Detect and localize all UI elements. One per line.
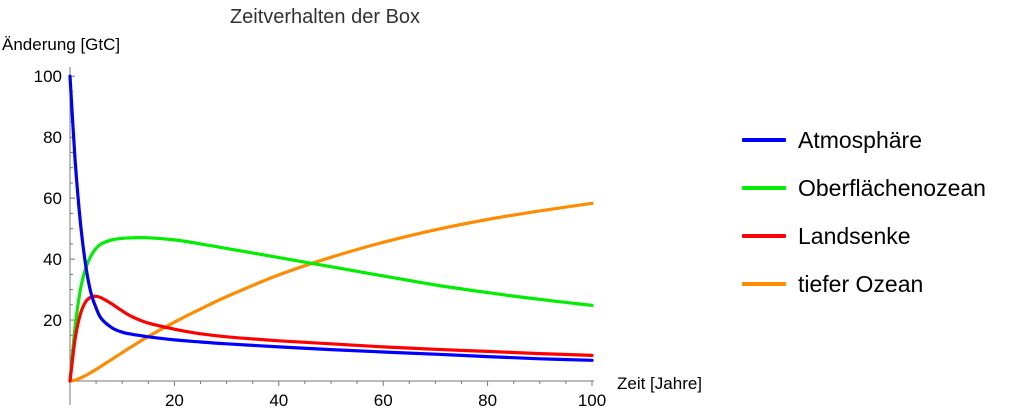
y-tick-label: 80 [43,128,62,147]
x-axis-label: Zeit [Jahre] [617,374,702,393]
legend-item: Landsenke [742,212,986,260]
chart-title: Zeitverhalten der Box [230,6,420,28]
series-line-4 [68,201,594,383]
series-line-3 [68,294,594,383]
legend-item: Oberflächenozean [742,164,986,212]
y-axis-label: Änderung [GtC] [2,35,120,54]
legend-swatch [742,234,786,238]
legend-label: Landsenke [798,222,911,249]
legend-swatch [742,138,786,142]
legend-label: Oberflächenozean [798,174,986,201]
series-line-2 [68,235,594,383]
x-tick-label: 80 [478,391,497,410]
legend-swatch [742,186,786,190]
legend-label: tiefer Ozean [798,270,924,297]
plot-lines [68,74,594,383]
y-tick-label: 20 [43,311,62,330]
y-tick-label: 100 [34,67,62,86]
legend: Atmosphäre Oberflächenozean Landsenke tiefe… [742,116,986,308]
series-line-1 [68,74,594,362]
axes: 20 40 60 80 100 20 40 60 80 100 [34,67,606,410]
legend-item: Atmosphäre [742,116,986,164]
legend-label: Atmosphäre [798,126,923,153]
legend-swatch [742,282,786,286]
x-tick-label: 60 [374,391,393,410]
legend-item: tiefer Ozean [742,260,986,308]
x-tick-label: 20 [165,391,184,410]
y-tick-label: 40 [43,250,62,269]
x-tick-label: 100 [578,391,606,410]
y-tick-label: 60 [43,189,62,208]
x-tick-label: 40 [269,391,288,410]
